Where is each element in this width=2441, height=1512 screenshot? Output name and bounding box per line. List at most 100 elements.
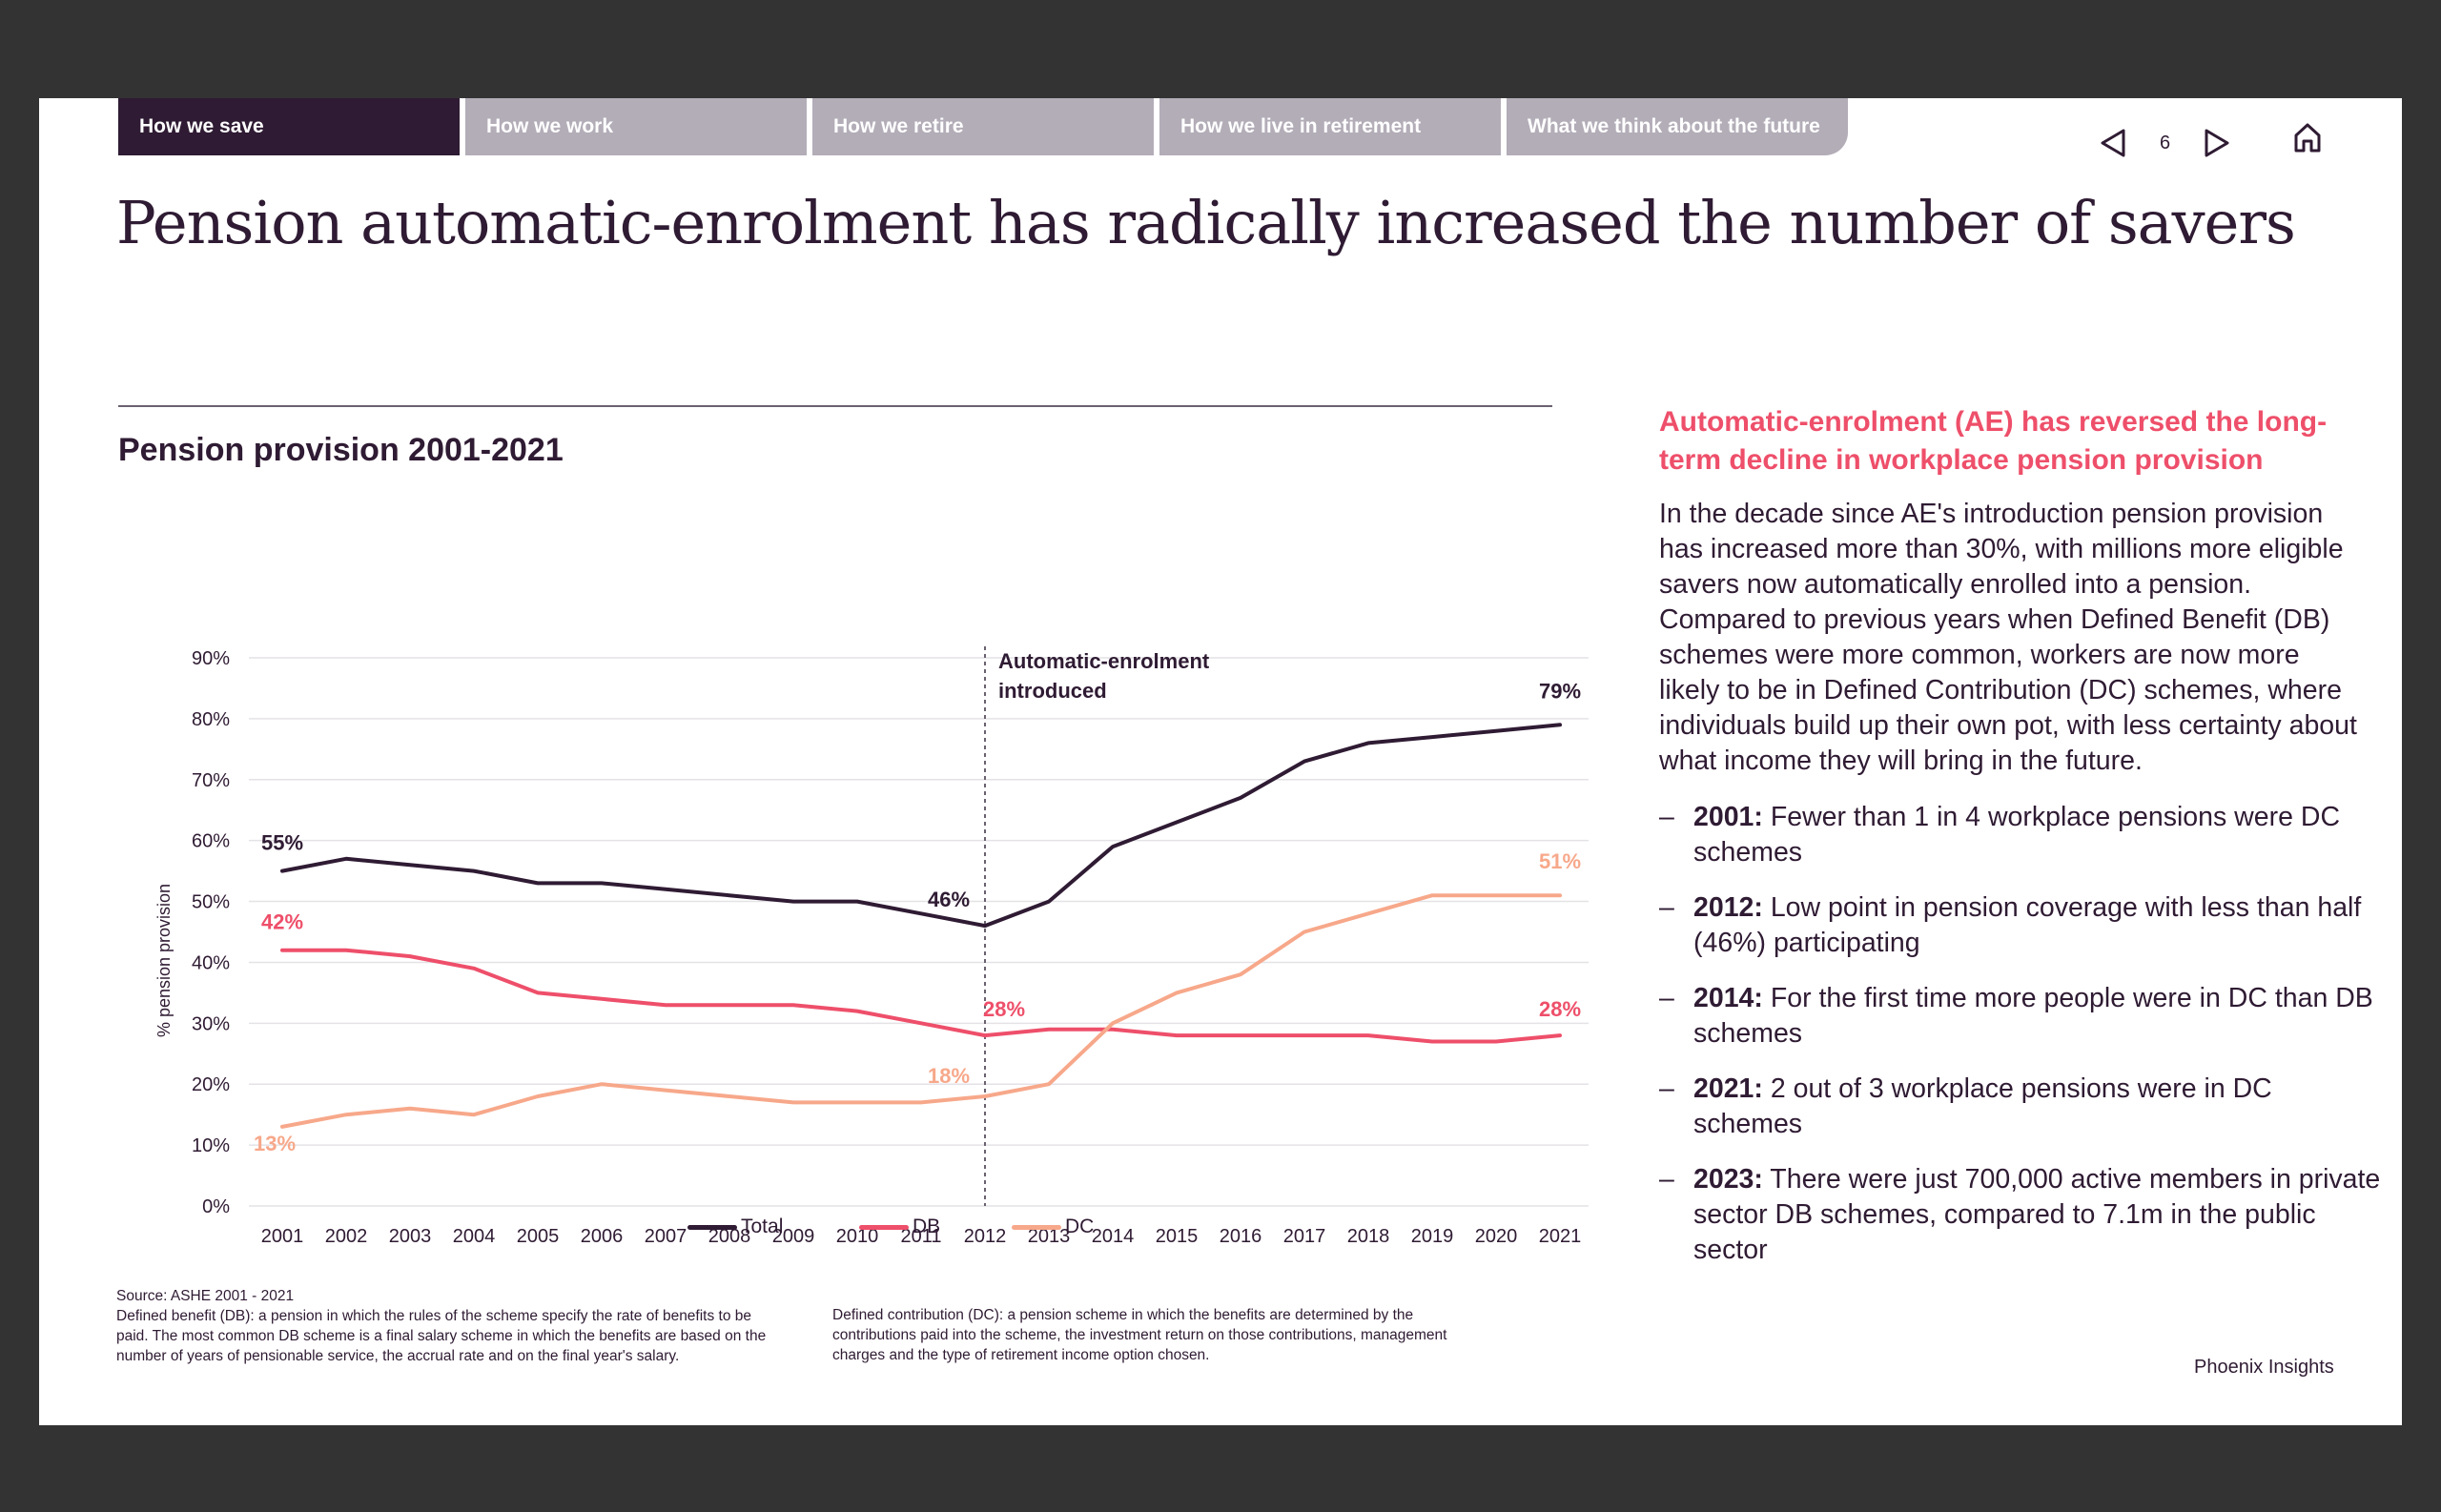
legend-label-dc: DC: [1065, 1216, 1095, 1237]
side-heading: Automatic-enrolment (AE) has reversed th…: [1659, 406, 2328, 476]
list-item: –2021: 2 out of 3 workplace pensions wer…: [1659, 1072, 2384, 1142]
x-tick-label: 2014: [1092, 1226, 1135, 1247]
legend-item-dc: DC: [1012, 1216, 1094, 1238]
x-tick-label: 2003: [389, 1226, 432, 1247]
x-tick-label: 2015: [1156, 1226, 1199, 1247]
chart-title: Pension provision 2001-2021: [118, 432, 564, 468]
list-item: –2023: There were just 700,000 active me…: [1659, 1162, 2384, 1268]
page-title: Pension automatic-enrolment has radicall…: [116, 188, 2296, 257]
legend-swatch-db: [859, 1224, 909, 1230]
x-tick-label: 2001: [261, 1226, 304, 1247]
x-tick-label: 2017: [1283, 1226, 1326, 1247]
home-button[interactable]: [2292, 121, 2323, 158]
divider: [118, 405, 1552, 407]
series-line-dc: [280, 893, 1562, 1129]
bullet-text: For the first time more people were in D…: [1693, 983, 2373, 1049]
x-tick-label: 2020: [1475, 1226, 1518, 1247]
legend-swatch-dc: [1012, 1224, 1061, 1230]
chart-legend: Total DB DC: [39, 1216, 1565, 1244]
annotation-text: introduced: [998, 679, 1107, 703]
dash-icon: –: [1659, 1164, 1674, 1195]
y-tick-label: 90%: [192, 648, 230, 669]
legend-item-db: DB: [859, 1216, 940, 1238]
x-tick-label: 2006: [581, 1226, 624, 1247]
tab-how-we-retire[interactable]: How we retire: [812, 98, 1154, 155]
legend-label-db: DB: [913, 1216, 941, 1237]
line-chart: 0% 10% 20% 30% 40% 50% 60% 70% 80% 90% 2001 2002 200…: [154, 646, 1589, 1247]
x-tick-label: 2007: [645, 1226, 687, 1247]
x-tick-label: 2010: [836, 1226, 879, 1247]
x-tick-label: 2019: [1411, 1226, 1454, 1247]
annotation-text: Automatic-enrolment: [998, 649, 1210, 673]
prev-page-button[interactable]: [2099, 128, 2127, 158]
x-tick-label: 2005: [517, 1226, 560, 1247]
list-item: –2012: Low point in pension coverage wit…: [1659, 890, 2384, 961]
next-page-button[interactable]: [2203, 128, 2231, 158]
x-tick-label: 2011: [900, 1226, 941, 1247]
data-label-dc: 18%: [928, 1064, 970, 1088]
data-label-dc: 13%: [254, 1132, 296, 1155]
list-item: –2001: Fewer than 1 in 4 workplace pensi…: [1659, 800, 2384, 870]
brand-name: Phoenix Insights: [2194, 1357, 2334, 1378]
data-label-db: 28%: [1539, 997, 1581, 1021]
db-definition: Defined benefit (DB): a pension in which…: [116, 1308, 767, 1364]
bullet-text: Fewer than 1 in 4 workplace pensions wer…: [1693, 802, 2341, 868]
y-tick-label: 50%: [192, 892, 230, 913]
series-line-total: [280, 723, 1562, 929]
bullet-year: 2021:: [1693, 1073, 1763, 1104]
tab-how-we-live-in-retirement[interactable]: How we live in retirement: [1159, 98, 1501, 155]
slide: How we save How we work How we retire Ho…: [39, 98, 2402, 1425]
legend-item-total: Total: [687, 1216, 783, 1238]
tab-how-we-save[interactable]: How we save: [118, 98, 460, 155]
x-tick-label: 2008: [708, 1226, 751, 1247]
bullet-year: 2012:: [1693, 892, 1763, 923]
y-tick-label: 40%: [192, 952, 230, 973]
y-tick-label: 10%: [192, 1135, 230, 1156]
bullet-text: There were just 700,000 active members i…: [1693, 1164, 2381, 1265]
key-points-list: –2001: Fewer than 1 in 4 workplace pensi…: [1659, 800, 2384, 1288]
y-tick-label: 0%: [202, 1196, 230, 1217]
dc-definition: Defined contribution (DC): a pension sch…: [832, 1307, 1447, 1363]
bullet-text: 2 out of 3 workplace pensions were in DC…: [1693, 1073, 2272, 1139]
y-tick-label: 80%: [192, 709, 230, 730]
dash-icon: –: [1659, 1073, 1674, 1104]
x-tick-label: 2002: [325, 1226, 368, 1247]
x-tick-label: 2016: [1220, 1226, 1262, 1247]
triangle-left-icon: [2101, 129, 2125, 157]
section-tabs: How we save How we work How we retire Ho…: [118, 98, 1848, 155]
bullet-year: 2014:: [1693, 983, 1763, 1013]
x-tick-label: 2013: [1028, 1226, 1071, 1247]
x-tick-label: 2012: [964, 1226, 1007, 1247]
y-tick-label: 70%: [192, 770, 230, 791]
y-tick-label: 30%: [192, 1013, 230, 1034]
bullet-year: 2001:: [1693, 802, 1763, 832]
series-line-db: [280, 948, 1562, 1044]
page-number: 6: [2160, 132, 2171, 153]
x-tick-label: 2009: [772, 1226, 815, 1247]
data-label-total: 55%: [261, 831, 303, 855]
data-label-dc: 51%: [1539, 849, 1581, 873]
data-label-db: 28%: [983, 997, 1025, 1021]
dash-icon: –: [1659, 802, 1674, 832]
x-tick-label: 2021: [1539, 1226, 1582, 1247]
home-icon: [2294, 123, 2321, 153]
side-body: In the decade since AE's introduction pe…: [1659, 499, 2357, 776]
bullet-year: 2023:: [1693, 1164, 1763, 1195]
legend-label-total: Total: [741, 1216, 784, 1237]
data-label-total: 79%: [1539, 679, 1581, 703]
data-label-db: 42%: [261, 910, 303, 934]
dash-icon: –: [1659, 983, 1674, 1013]
tab-what-we-think-about-the-future[interactable]: What we think about the future: [1507, 98, 1848, 155]
source-line: Source: ASHE 2001 - 2021: [116, 1288, 295, 1304]
bullet-text: Low point in pension coverage with less …: [1693, 892, 2362, 958]
list-item: –2014: For the first time more people we…: [1659, 981, 2384, 1052]
y-axis-label: % pension provision: [154, 884, 174, 1037]
legend-swatch-total: [687, 1224, 737, 1230]
data-label-total: 46%: [928, 888, 970, 911]
tab-how-we-work[interactable]: How we work: [465, 98, 807, 155]
source-notes: Source: ASHE 2001 - 2021 Defined benefit…: [116, 1286, 784, 1366]
x-tick-label: 2018: [1347, 1226, 1390, 1247]
x-tick-label: 2004: [453, 1226, 496, 1247]
triangle-right-icon: [2205, 129, 2229, 157]
y-tick-label: 20%: [192, 1074, 230, 1095]
